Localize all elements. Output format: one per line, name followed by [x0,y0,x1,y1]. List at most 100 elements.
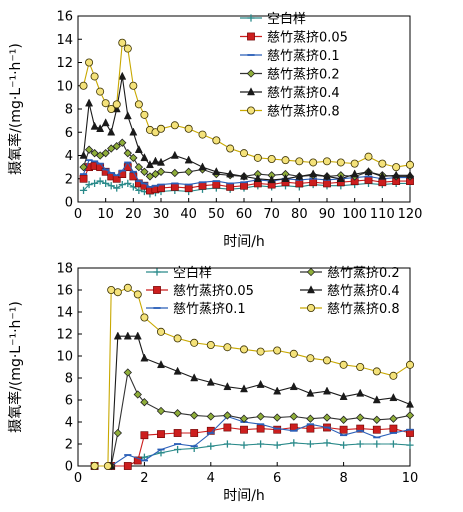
data-point [339,360,348,369]
data-point [190,373,199,382]
data-point [156,157,166,166]
data-point [323,439,331,447]
data-point [184,184,193,192]
legend-item: 慈竹蒸挤0.4 [300,284,400,299]
x-tick-label: 120 [398,207,423,222]
data-point [295,179,304,188]
data-point [323,179,331,188]
data-point [372,415,381,424]
data-point [140,110,149,119]
legend-label: 慈竹蒸挤0.05 [173,284,254,299]
data-point [212,167,221,176]
series-5 [90,331,415,470]
legend-marker [153,286,161,294]
y-tick-label: 0 [65,196,73,211]
series-line [94,370,411,467]
y-tick-label: 6 [65,394,73,409]
y-tick-label: 14 [56,33,73,48]
x-tick-label: 70 [263,207,280,222]
data-point [123,368,132,377]
x-tick-label: 100 [342,207,367,222]
data-point [190,429,199,437]
data-point [134,162,144,172]
data-point [306,354,315,363]
data-point [223,382,232,391]
data-point [123,331,132,340]
data-point [309,158,318,167]
legend-label: 慈竹蒸挤0.4 [327,284,400,299]
y-axis-label: 摄氧率/(mg·L⁻¹·h⁻¹) [7,301,24,433]
data-point [373,440,381,448]
data-point [350,169,359,178]
data-point [322,171,332,180]
data-point [79,162,88,172]
data-point [156,360,166,369]
data-point [173,334,182,343]
x-tick-label: 30 [153,207,170,222]
y-tick-label: 10 [56,79,73,94]
legend-item: 慈竹蒸挤0.2 [300,266,400,281]
data-point [322,356,331,365]
data-point [140,431,149,440]
legend-marker [306,267,316,277]
legend-label: 慈竹蒸挤0.4 [267,86,340,101]
data-point [356,362,365,371]
data-point [190,411,199,420]
data-point [273,425,282,434]
legend-label: 慈竹蒸挤0.05 [267,31,348,46]
x-tick-label: 10 [402,471,419,486]
data-point [118,170,127,178]
x-tick-label: 90 [319,207,336,222]
data-point [151,169,160,179]
data-point [170,121,179,130]
data-point [107,127,116,136]
data-point [223,411,232,420]
data-point [123,283,132,292]
legend-item: 慈竹蒸挤0.05 [146,284,254,299]
data-point [405,411,415,420]
data-point [356,424,365,433]
data-point [156,167,166,176]
data-point [239,171,249,180]
data-point [240,441,248,449]
data-point [95,151,105,160]
data-point [226,182,235,191]
data-point [207,442,215,450]
data-point [85,98,94,107]
legend-item: 慈竹蒸挤0.8 [240,105,340,120]
data-point [91,179,99,187]
data-point [306,414,315,423]
data-point [223,423,232,432]
data-point [79,81,88,90]
data-point [170,150,179,159]
data-point [226,169,235,178]
series-line [82,41,411,168]
y-tick-label: 12 [56,56,73,71]
data-point [198,130,207,139]
data-point [295,171,304,180]
x-tick-label: 4 [207,471,215,486]
y-tick-label: 0 [65,460,73,475]
data-point [156,327,165,336]
data-point [267,154,276,163]
x-axis-label: 时间/h [223,234,265,250]
data-point [107,144,116,153]
data-point [372,367,381,376]
data-point [289,382,298,391]
legend-item: 慈竹蒸挤0.4 [240,86,340,101]
data-point [198,162,207,171]
data-point [257,440,265,448]
data-point [281,173,290,182]
data-point [113,331,122,340]
data-point [140,153,149,162]
x-tick-label: 6 [273,471,281,486]
legend-marker [247,32,255,41]
data-point [356,440,364,448]
y-tick-label: 10 [56,350,73,365]
data-point [133,331,142,340]
data-point [309,169,318,178]
data-point [84,145,94,154]
y-tick-label: 8 [65,103,73,118]
legend-label: 慈竹蒸挤0.8 [267,105,340,120]
y-tick-label: 14 [56,306,73,321]
